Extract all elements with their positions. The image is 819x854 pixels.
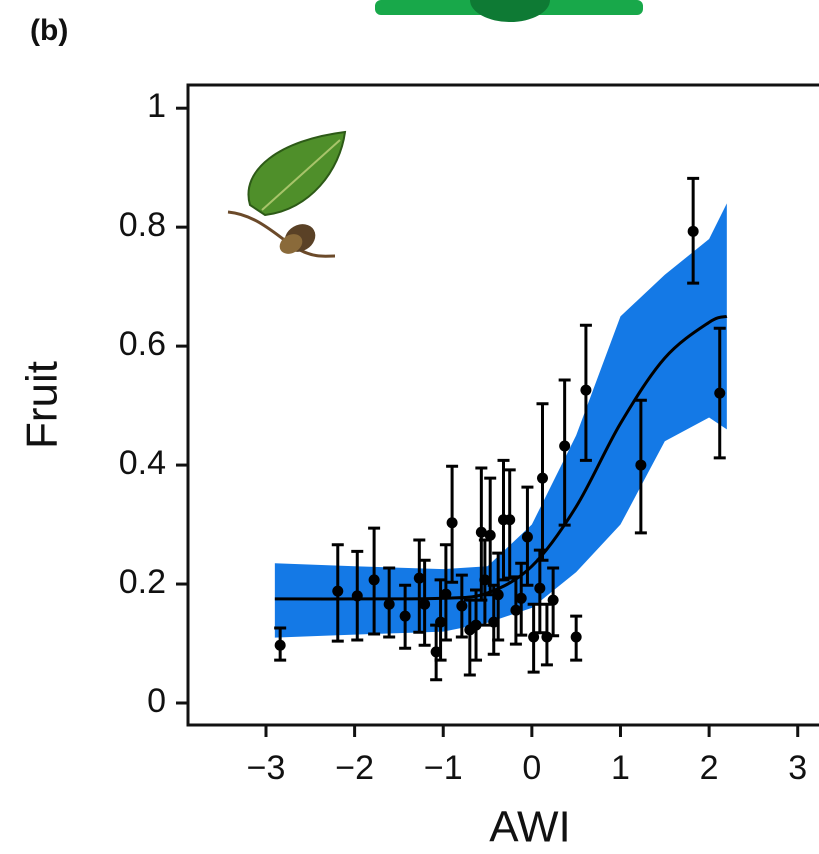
data-point bbox=[580, 384, 592, 396]
error-bar bbox=[463, 598, 476, 677]
y-tick-label: 0.4 bbox=[119, 444, 166, 482]
axis-frame bbox=[186, 83, 819, 727]
y-axis-title: Fruit bbox=[18, 361, 67, 449]
data-point bbox=[510, 604, 522, 616]
x-tick-label: 1 bbox=[611, 749, 630, 787]
x-axis-title: AWI bbox=[489, 803, 570, 852]
data-point bbox=[536, 472, 548, 484]
data-point bbox=[399, 610, 411, 622]
data-point bbox=[368, 574, 380, 586]
x-tick-label: 2 bbox=[700, 749, 719, 787]
data-point bbox=[541, 631, 553, 643]
data-point bbox=[430, 646, 442, 658]
y-tick-label: 1 bbox=[147, 87, 166, 125]
x-tick-label: 0 bbox=[522, 749, 541, 787]
data-point bbox=[413, 572, 425, 584]
data-point bbox=[351, 590, 363, 602]
x-tick-label: −1 bbox=[424, 749, 463, 787]
data-point bbox=[435, 616, 447, 628]
data-point bbox=[515, 592, 527, 604]
y-tick-label: 0.6 bbox=[119, 325, 166, 363]
fit-line bbox=[274, 314, 728, 601]
data-point bbox=[559, 440, 571, 452]
data-point bbox=[714, 387, 726, 399]
x-tick-label: 3 bbox=[788, 749, 807, 787]
y-tick-label: 0.2 bbox=[119, 563, 166, 601]
x-tick-label: −2 bbox=[335, 749, 374, 787]
error-bar bbox=[558, 378, 571, 527]
data-point bbox=[446, 517, 458, 529]
data-point bbox=[534, 582, 546, 594]
data-point bbox=[440, 588, 452, 600]
panel-label: (b) bbox=[30, 14, 68, 47]
x-tick-label: −3 bbox=[247, 749, 286, 787]
data-point bbox=[484, 529, 496, 541]
data-point bbox=[332, 585, 344, 597]
data-point bbox=[419, 598, 431, 610]
data-point bbox=[504, 514, 516, 526]
plot-area: 0 0.2 0.4 0.6 0.8 1 −3 −2 −1 0 1 2 3 bbox=[119, 83, 819, 787]
data-point bbox=[456, 600, 468, 612]
data-point bbox=[687, 225, 699, 237]
confidence-band bbox=[274, 203, 727, 638]
data-point bbox=[274, 639, 286, 651]
data-point bbox=[635, 459, 647, 471]
top-tab-knob bbox=[470, 0, 550, 22]
data-point bbox=[383, 598, 395, 610]
acorn-icon bbox=[227, 130, 347, 258]
data-point bbox=[488, 616, 500, 628]
data-point bbox=[470, 619, 482, 631]
data-point bbox=[479, 574, 491, 586]
data-point bbox=[475, 526, 487, 538]
data-point bbox=[521, 531, 533, 543]
y-tick-label: 0 bbox=[147, 682, 166, 720]
data-point bbox=[570, 631, 582, 643]
data-point bbox=[547, 594, 559, 606]
y-tick-label: 0.8 bbox=[119, 206, 166, 244]
data-point bbox=[492, 589, 504, 601]
